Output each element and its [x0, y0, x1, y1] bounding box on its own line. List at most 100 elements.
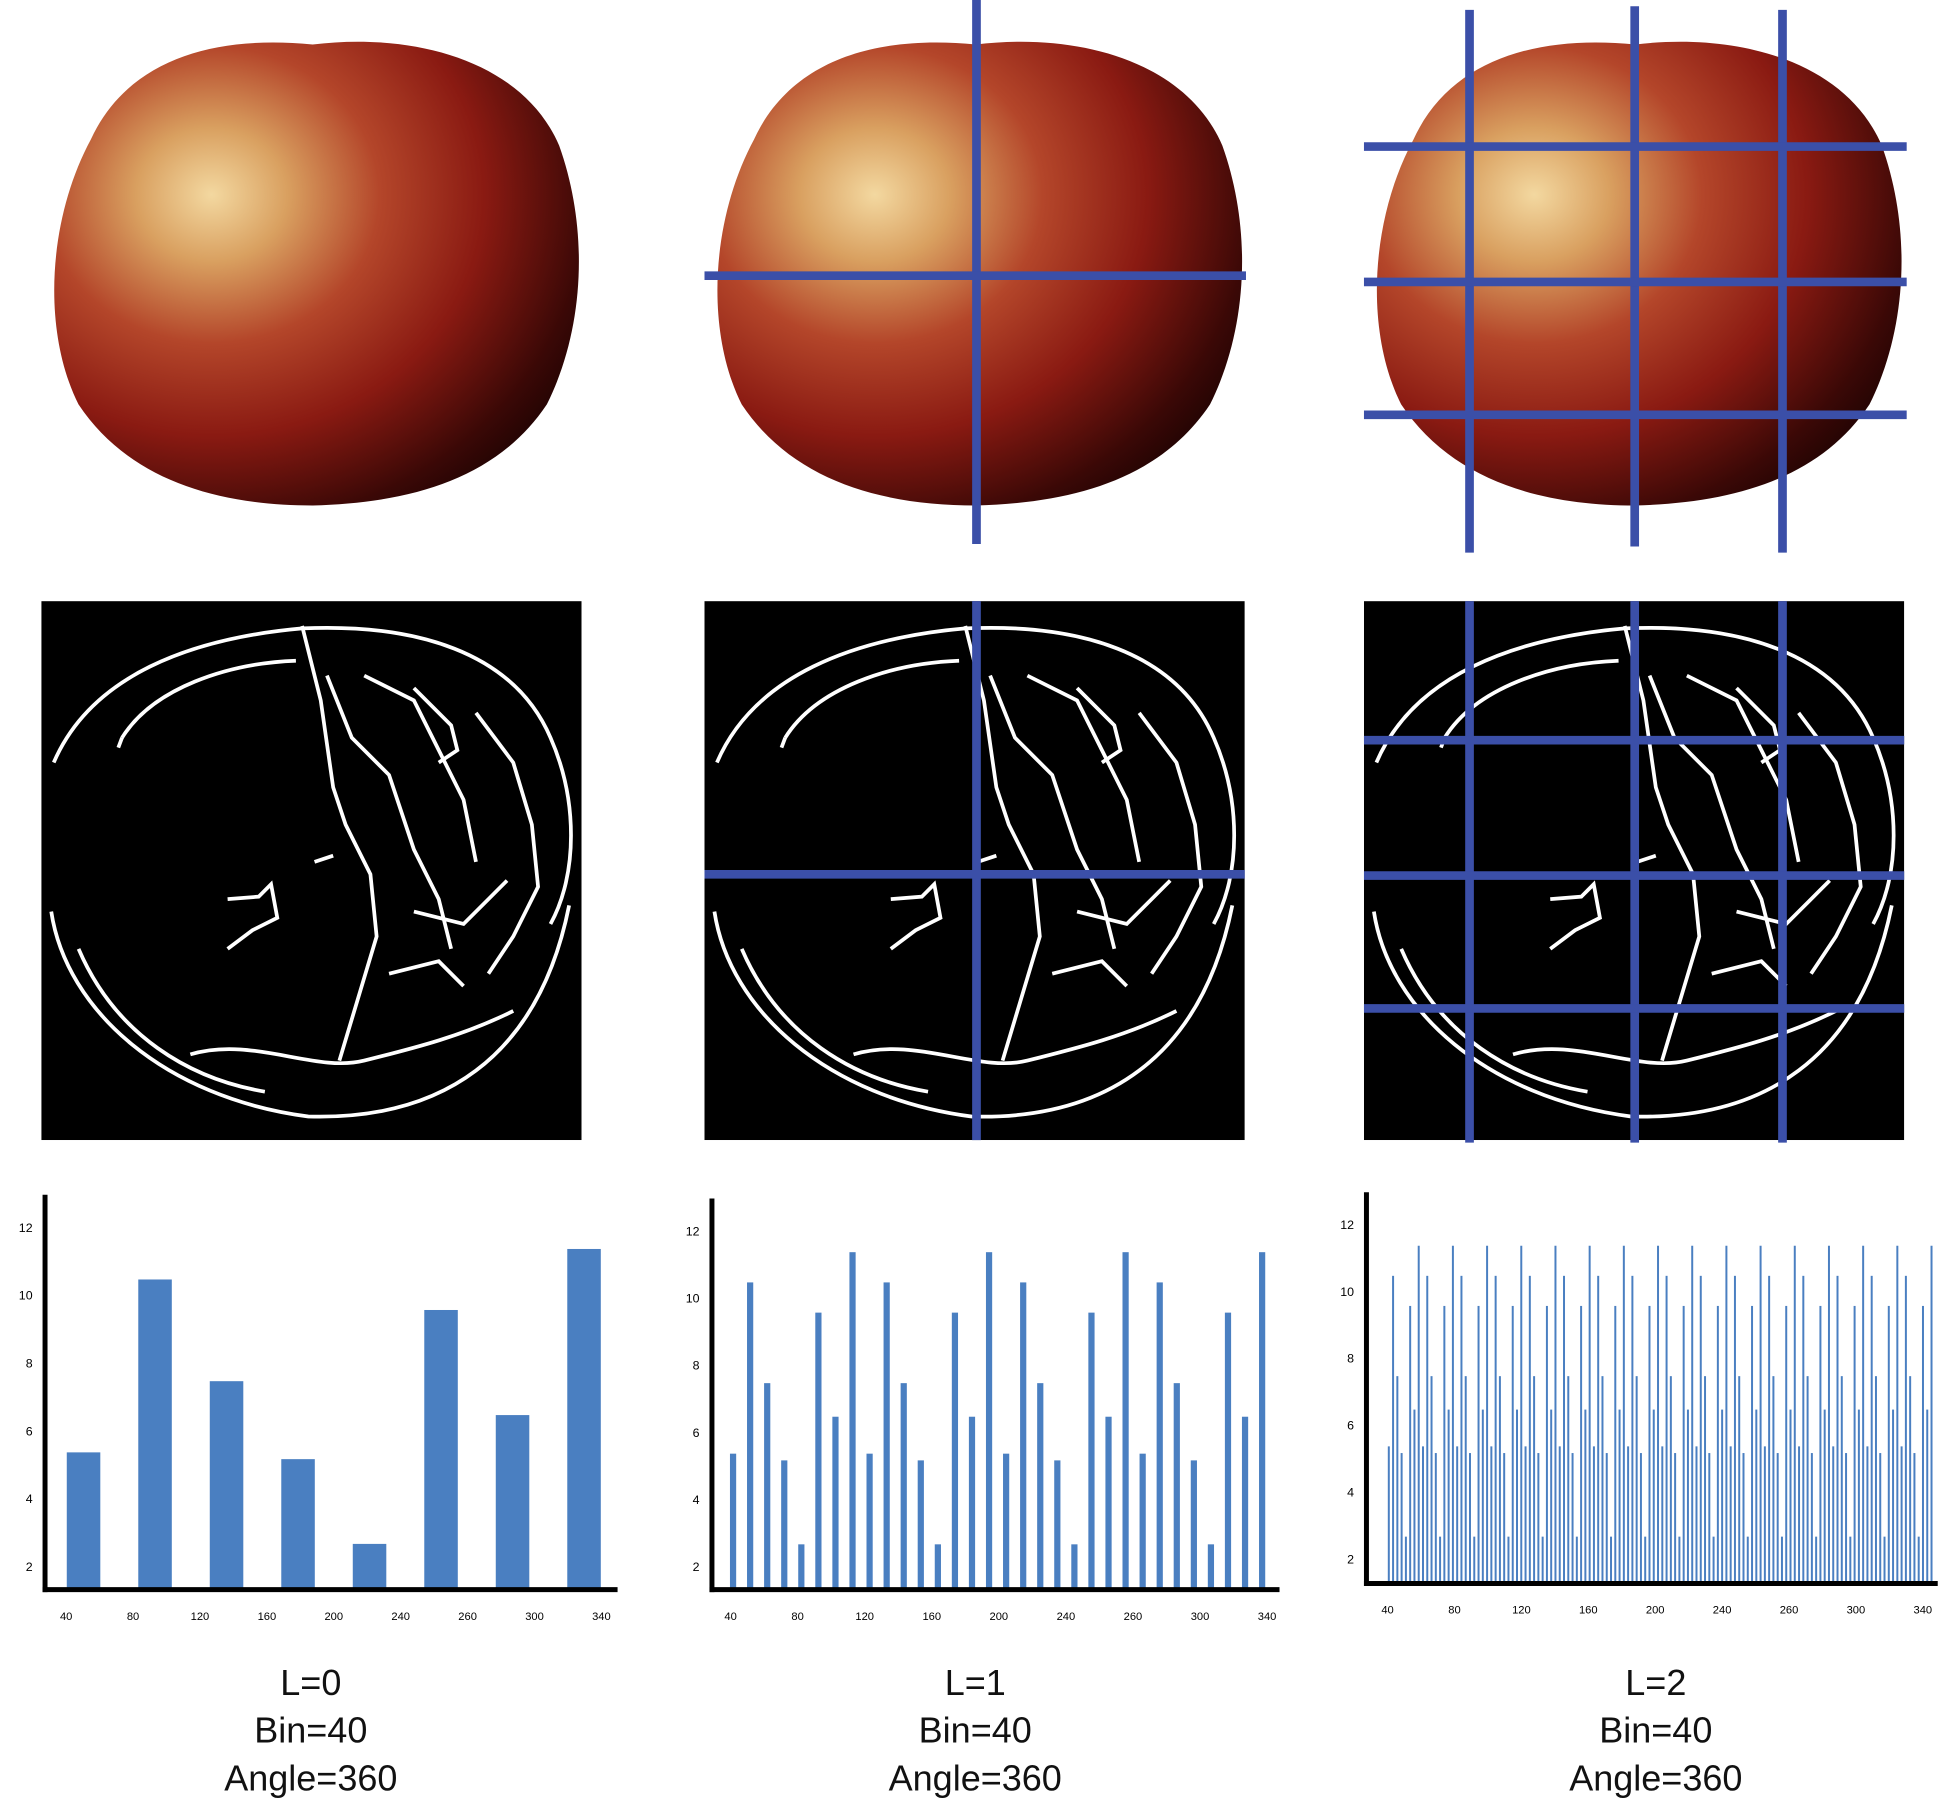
x-tick-label: 340: [1258, 1611, 1277, 1623]
y-tick-label: 2: [693, 1560, 700, 1574]
bar: [1584, 1409, 1587, 1584]
bar: [1768, 1275, 1771, 1584]
bar: [1618, 1409, 1621, 1584]
bar: [1917, 1536, 1920, 1584]
bar: [1545, 1305, 1548, 1584]
x-tick-label: 200: [1646, 1605, 1665, 1617]
bar: [1524, 1446, 1527, 1584]
bar: [1845, 1453, 1848, 1584]
bar: [1712, 1536, 1715, 1584]
bar: [1533, 1376, 1536, 1584]
x-tick-label: 260: [1124, 1611, 1143, 1623]
bar: [1473, 1536, 1476, 1584]
x-tick-label: 200: [324, 1611, 343, 1623]
bar: [1020, 1282, 1027, 1590]
bar: [1503, 1453, 1506, 1584]
bar: [1071, 1544, 1078, 1590]
bar: [951, 1312, 959, 1590]
bar: [567, 1248, 601, 1590]
bar: [1224, 1312, 1232, 1590]
bar: [1819, 1305, 1822, 1584]
x-tick-label: 40: [1381, 1605, 1393, 1617]
bar: [1892, 1409, 1895, 1584]
bar: [1241, 1416, 1249, 1590]
bar: [1708, 1453, 1711, 1584]
bar: [1627, 1446, 1630, 1584]
bar: [1054, 1460, 1061, 1590]
bar: [1439, 1536, 1442, 1584]
bar: [798, 1544, 805, 1590]
bar: [781, 1460, 788, 1590]
bar: [1601, 1376, 1604, 1584]
caption: Bin=40: [919, 1710, 1032, 1751]
bar: [1259, 1252, 1266, 1590]
bar: [1836, 1275, 1839, 1584]
caption: Angle=360: [224, 1757, 397, 1798]
bar: [1400, 1453, 1403, 1584]
x-tick-label: 80: [1448, 1605, 1460, 1617]
bar: [1827, 1245, 1830, 1584]
x-tick-label: 160: [1579, 1605, 1598, 1617]
x-tick-label: 340: [1914, 1605, 1933, 1617]
bar: [424, 1309, 458, 1590]
bar: [1716, 1305, 1719, 1584]
bar: [1904, 1275, 1907, 1584]
bar: [747, 1282, 754, 1590]
bar: [1661, 1446, 1664, 1584]
caption: L=1: [945, 1662, 1006, 1703]
y-tick-label: 6: [693, 1426, 700, 1440]
y-tick-label: 10: [686, 1291, 700, 1305]
bar: [1657, 1245, 1660, 1584]
x-tick-label: 160: [922, 1611, 941, 1623]
bar: [1528, 1275, 1531, 1584]
bar: [1699, 1275, 1702, 1584]
bar: [1469, 1453, 1471, 1584]
bar: [1682, 1305, 1685, 1584]
bar: [1802, 1275, 1805, 1584]
bar: [1456, 1446, 1459, 1584]
bar: [1763, 1446, 1766, 1584]
bar: [1190, 1460, 1197, 1590]
bar: [1554, 1245, 1557, 1584]
bar: [1421, 1446, 1424, 1584]
bar: [1776, 1453, 1779, 1584]
bar: [1704, 1376, 1707, 1584]
y-tick-label: 8: [26, 1357, 33, 1371]
bar: [1874, 1376, 1877, 1584]
bar: [1122, 1252, 1129, 1590]
bar: [1870, 1275, 1873, 1584]
bar: [1464, 1376, 1467, 1584]
y-tick-label: 4: [26, 1492, 33, 1506]
bar: [1866, 1446, 1869, 1584]
x-tick-label: 40: [60, 1611, 72, 1623]
caption: Bin=40: [1599, 1710, 1712, 1751]
bar: [1417, 1245, 1420, 1584]
bar: [1823, 1409, 1826, 1584]
bar: [1426, 1275, 1429, 1584]
bar: [1567, 1376, 1570, 1584]
x-tick-label: 200: [990, 1611, 1009, 1623]
bar: [883, 1282, 890, 1590]
bar: [1571, 1453, 1574, 1584]
y-tick-label: 4: [693, 1493, 700, 1507]
bar: [985, 1252, 993, 1590]
bar: [1674, 1453, 1677, 1584]
bar: [1751, 1305, 1754, 1584]
bar: [1815, 1536, 1818, 1584]
bar: [495, 1415, 530, 1590]
bar: [1088, 1312, 1095, 1590]
bar: [1156, 1282, 1163, 1590]
bar: [1789, 1409, 1792, 1584]
bar: [1443, 1305, 1446, 1584]
x-tick-label: 240: [1057, 1611, 1076, 1623]
bar: [1652, 1409, 1655, 1584]
bar: [866, 1453, 873, 1590]
bar: [1725, 1245, 1728, 1584]
bar: [1853, 1305, 1856, 1584]
y-tick-label: 6: [1347, 1419, 1354, 1433]
bar: [1832, 1446, 1835, 1584]
x-tick-label: 260: [458, 1611, 477, 1623]
pyramid-grid: [704, 0, 1907, 1143]
